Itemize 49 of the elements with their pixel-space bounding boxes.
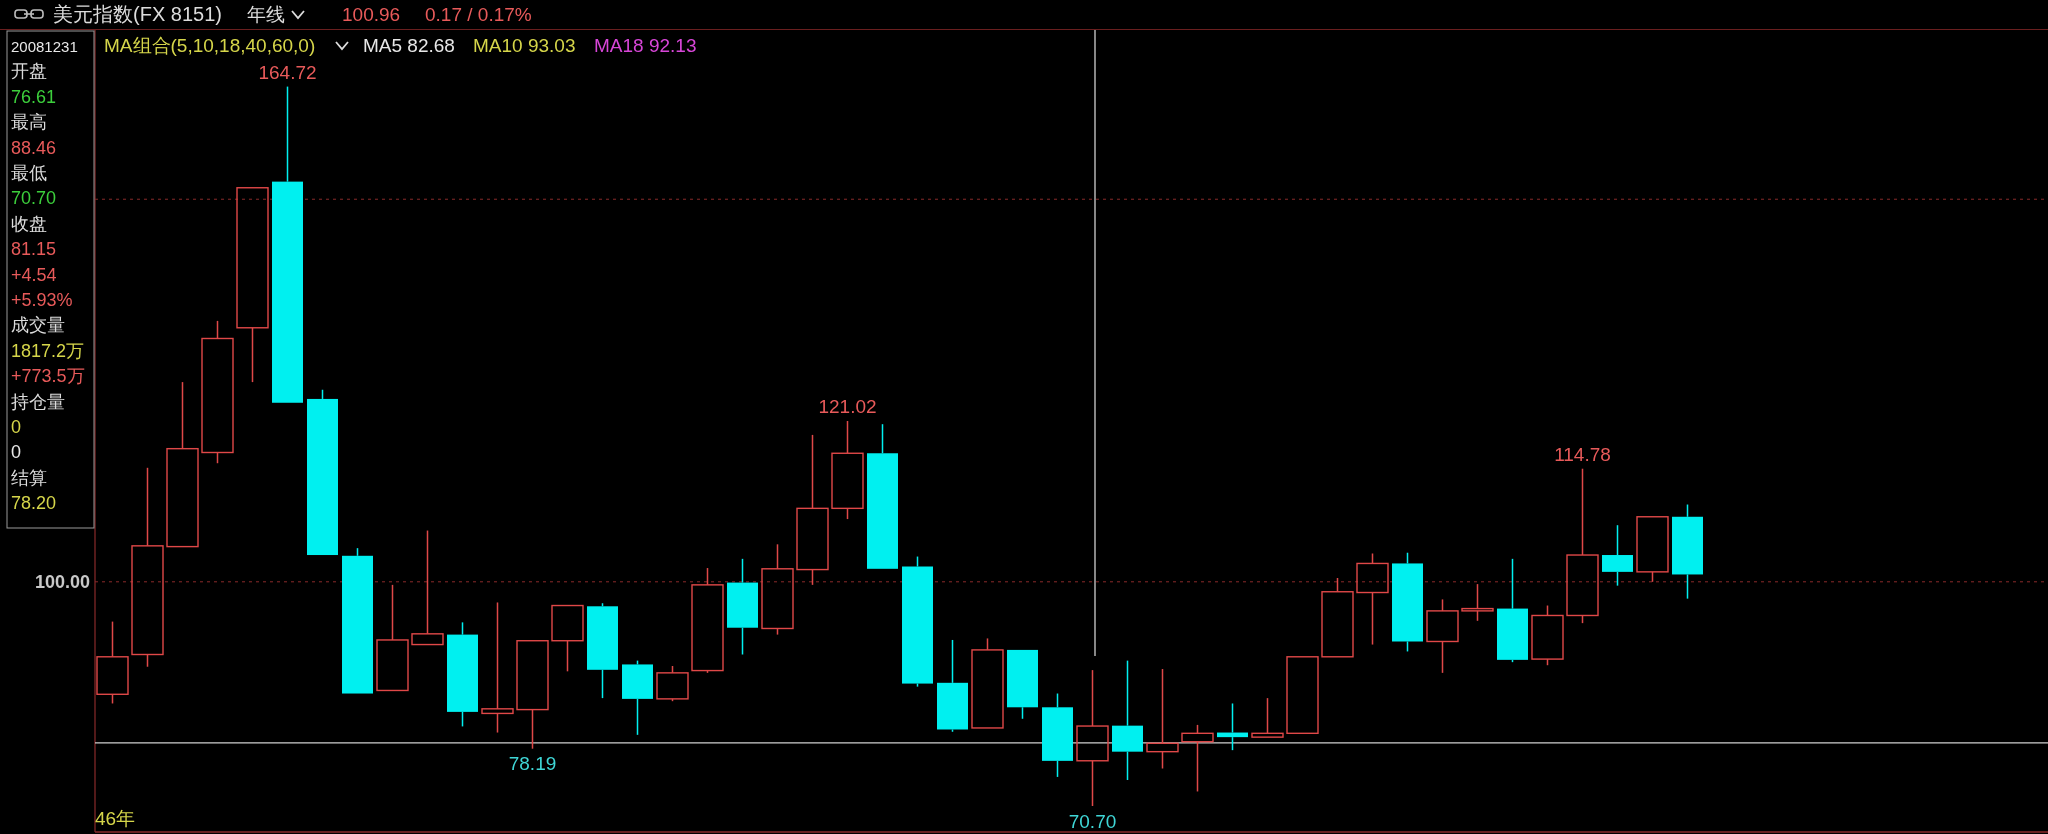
text: +773.5万 bbox=[11, 366, 85, 387]
text: MA18 92.13 bbox=[594, 34, 697, 56]
text: +5.93% bbox=[11, 290, 73, 310]
chart-title: 美元指数(FX 8151) bbox=[53, 3, 222, 25]
candlestick bbox=[727, 558, 758, 656]
text: 最低 bbox=[11, 163, 47, 183]
candlestick bbox=[867, 423, 898, 569]
text: 46年 bbox=[95, 807, 136, 829]
candlestick bbox=[411, 529, 444, 646]
text: 0 bbox=[11, 417, 22, 437]
text: 20081231 bbox=[11, 37, 78, 55]
chart-subtitle: 年线 bbox=[247, 3, 285, 25]
text: 78.20 bbox=[11, 493, 57, 514]
candlestick bbox=[551, 604, 584, 673]
text: 70.70 bbox=[11, 188, 57, 209]
annotation: 114.78 bbox=[1554, 444, 1611, 466]
text: 76.61 bbox=[11, 86, 57, 107]
candlestick bbox=[166, 381, 199, 548]
candlestick bbox=[1076, 669, 1109, 807]
text: +4.54 bbox=[11, 264, 57, 285]
text: MA组合(5,10,18,40,60,0) bbox=[104, 34, 316, 56]
annotation: 121.02 bbox=[818, 396, 877, 418]
candlestick bbox=[937, 639, 968, 733]
text: MA5 82.68 bbox=[363, 34, 455, 56]
candlestick bbox=[272, 85, 303, 403]
text: MA10 93.03 bbox=[473, 34, 576, 56]
text: 开盘 bbox=[11, 61, 47, 82]
annotation: 78.19 bbox=[508, 753, 557, 775]
text: 持仓量 bbox=[11, 391, 65, 412]
text: 最高 bbox=[11, 112, 47, 133]
candlestick bbox=[1251, 697, 1284, 738]
candlestick bbox=[481, 601, 514, 734]
candlestick bbox=[1286, 656, 1319, 735]
candlestick bbox=[376, 584, 409, 692]
candlestick bbox=[236, 187, 269, 383]
candlestick bbox=[1112, 659, 1143, 781]
text: 81.15 bbox=[11, 239, 57, 260]
ref-line-label: 100.00 bbox=[34, 571, 90, 592]
text: 100.96 bbox=[342, 3, 401, 25]
text: 0.17 / 0.17% bbox=[425, 3, 532, 25]
annotation: 70.70 bbox=[1068, 810, 1117, 832]
text: 收盘 bbox=[11, 213, 47, 234]
text: 成交量 bbox=[11, 315, 65, 336]
annotation: 164.72 bbox=[258, 62, 317, 84]
text: 1817.2万 bbox=[11, 340, 85, 361]
text: 0 bbox=[11, 442, 22, 463]
candlestick bbox=[516, 640, 549, 750]
text: 结算 bbox=[11, 467, 47, 488]
text: 88.46 bbox=[11, 137, 57, 158]
